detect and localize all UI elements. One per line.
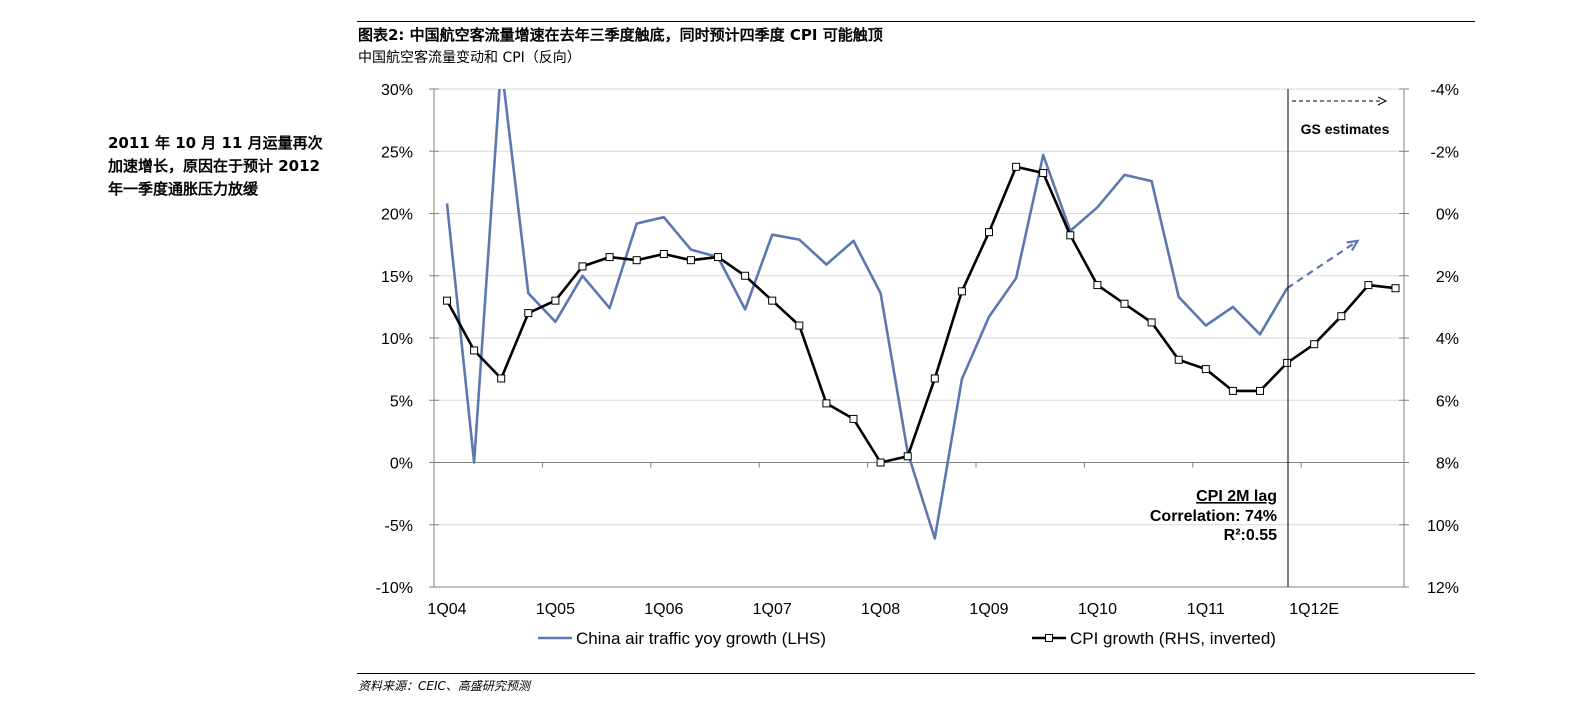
x-tick-label: 1Q05 — [536, 601, 575, 618]
cpi-point — [1174, 355, 1183, 364]
cpi-point — [985, 228, 993, 237]
right-tick-label: -2% — [1431, 144, 1459, 161]
cpi-point — [1391, 284, 1400, 293]
right-tick-label: 8% — [1436, 456, 1459, 473]
right-tick-label: 2% — [1436, 269, 1459, 286]
left-tick-label: -5% — [385, 518, 413, 535]
cpi-point — [714, 253, 722, 262]
left-tick-label: 20% — [381, 207, 413, 224]
cpi-point — [957, 287, 966, 296]
cpi-point — [605, 253, 614, 262]
series-cpi-line — [445, 165, 1396, 464]
left-tick-label: 25% — [381, 144, 413, 161]
cpi-point — [903, 452, 912, 461]
cpi-point — [470, 346, 479, 355]
cpi-point — [1012, 162, 1021, 171]
right-tick-label: -4% — [1431, 82, 1459, 99]
axes — [429, 88, 1409, 588]
cpi-point — [1256, 386, 1264, 395]
right-tick-label: 4% — [1436, 331, 1459, 348]
x-tick-label: 1Q09 — [969, 601, 1008, 618]
left-tick-label: 5% — [390, 393, 413, 410]
estimates-label: GS estimates — [1301, 121, 1390, 137]
source-note: 资料来源：CEIC、高盛研究预测 — [358, 679, 530, 693]
cpi-point — [1337, 312, 1346, 321]
annotations: GS estimates CPI 2M lag Correlation: 74%… — [1150, 89, 1390, 587]
cpi-point — [795, 321, 804, 330]
side-note: 2011 年 10 月 11 月运量再次加速增长，原因在于预计 2012 年一季… — [108, 134, 323, 198]
cpi-point — [1093, 281, 1102, 290]
bottom-rule — [357, 673, 1475, 674]
cpi-point — [551, 296, 560, 305]
cpi-point — [1147, 318, 1156, 327]
cpi-point — [632, 256, 641, 265]
x-tick-label: 1Q12E — [1289, 601, 1339, 618]
cpi-point — [1039, 169, 1048, 178]
cpi-point — [1066, 231, 1075, 240]
x-tick-label: 1Q07 — [753, 601, 792, 618]
legend-cpi-label: CPI growth (RHS, inverted) — [1070, 629, 1276, 648]
cpi-point — [659, 249, 668, 258]
right-tick-label: 12% — [1427, 580, 1459, 597]
cpi-point — [768, 296, 777, 305]
cpi-point — [1283, 358, 1292, 367]
left-tick-label: 30% — [381, 82, 413, 99]
x-tick-label: 1Q08 — [861, 601, 900, 618]
tick-labels: -10% -5% 0% 5% 10% 15% 20% 25% 30% -4% -2% 0% 2% 4% 6%… — [376, 82, 1459, 618]
cpi-point — [578, 262, 587, 271]
left-tick-label: 15% — [381, 269, 413, 286]
right-tick-label: 10% — [1427, 518, 1459, 535]
cpi-point — [1364, 281, 1373, 290]
legend-traffic-label: China air traffic yoy growth (LHS) — [576, 629, 826, 648]
cpi-point — [686, 256, 695, 265]
cpi-point — [741, 271, 750, 280]
top-rule — [357, 21, 1475, 22]
left-tick-label: -10% — [376, 580, 413, 597]
cpi-point — [1201, 365, 1210, 374]
cpi-point — [849, 414, 858, 423]
cpi-point — [1228, 386, 1237, 395]
cpi-point — [822, 399, 831, 408]
x-tick-label: 1Q06 — [644, 601, 683, 618]
right-tick-label: 6% — [1436, 393, 1459, 410]
legend: China air traffic yoy growth (LHS) CPI g… — [538, 629, 1276, 648]
figure-subtitle: 中国航空客流量变动和 CPI（反向） — [358, 50, 581, 66]
lag-title: CPI 2M lag — [1196, 488, 1277, 505]
x-tick-label: 1Q04 — [427, 601, 466, 618]
cpi-point — [524, 309, 533, 318]
cpi-point — [1310, 340, 1319, 349]
r-squared-label: R²:0.55 — [1224, 527, 1277, 544]
cpi-point — [930, 374, 939, 383]
x-tick-label: 1Q10 — [1078, 601, 1117, 618]
correlation-label: Correlation: 74% — [1150, 508, 1277, 525]
cpi-point — [876, 458, 885, 467]
left-tick-label: 0% — [390, 456, 413, 473]
figure-title: 图表2: 中国航空客流量增速在去年三季度触底，同时预计四季度 CPI 可能触顶 — [358, 26, 883, 44]
x-tick-label: 1Q11 — [1187, 601, 1225, 618]
projection-arrow-line — [1286, 239, 1359, 290]
right-tick-label: 0% — [1436, 207, 1459, 224]
cpi-point — [497, 374, 506, 383]
cpi-point — [1120, 299, 1129, 308]
legend-cpi-marker — [1045, 634, 1053, 642]
cpi-point — [443, 296, 451, 305]
series-traffic-line — [445, 89, 1289, 540]
projection-arrow-head — [1346, 239, 1360, 251]
series-layer — [443, 89, 1400, 540]
gridlines — [434, 88, 1404, 526]
estimates-arrow-head — [1377, 96, 1388, 106]
left-tick-label: 10% — [381, 331, 413, 348]
